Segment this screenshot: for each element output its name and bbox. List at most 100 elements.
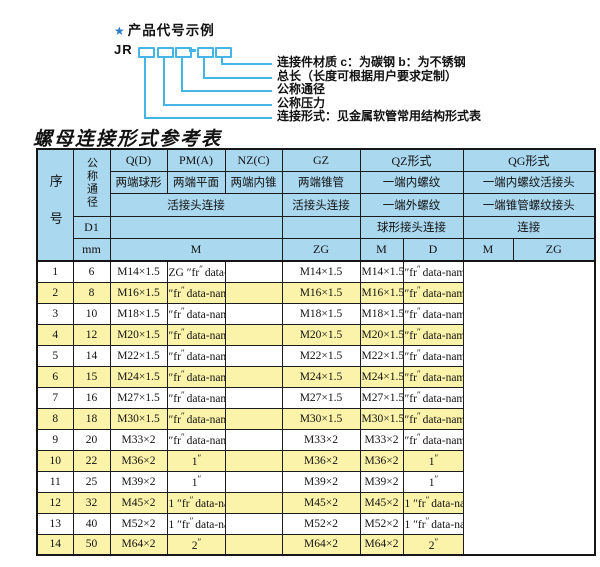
- cell-no: 5: [36, 344, 74, 367]
- cell-dn: 10: [72, 302, 111, 325]
- cell-qg-m: M30×1.5: [359, 407, 404, 430]
- inch-mark: ″: [404, 372, 410, 385]
- cell-qg-m: M36×2: [359, 449, 404, 472]
- cell-gz: ″fr″ data-name=″fraction″ data-interacta…: [166, 302, 226, 325]
- inch-mark: ″: [416, 326, 421, 337]
- inch-mark: ″: [180, 326, 185, 337]
- cell-no: 14: [36, 533, 74, 556]
- cell-gz: ZG ″fr″ data-name=″fraction″ data-intera…: [166, 260, 226, 283]
- inch-mark: ″: [404, 435, 410, 448]
- inch-mark: ″: [404, 330, 410, 343]
- cell-dn: 16: [72, 386, 111, 409]
- inch-mark: ″: [189, 515, 194, 526]
- cell-qg-m: M20×1.5: [359, 323, 404, 346]
- header-m-qz: M: [359, 237, 404, 262]
- cell-qg-zg: ″fr″ data-name=″fraction″ data-interacta…: [402, 302, 464, 325]
- cell-qz-m: [224, 470, 283, 493]
- cell-no: 7: [36, 386, 74, 409]
- cell-m: M24×1.5: [109, 365, 168, 388]
- connector-line: [144, 117, 272, 119]
- cell-qg-zg: 2″: [402, 533, 464, 556]
- connector-line: [181, 90, 272, 92]
- cell-dn: 8: [72, 281, 111, 304]
- cell-qg-m: M18×1.5: [359, 302, 404, 325]
- cell-dn: 18: [72, 407, 111, 430]
- inch-mark: ″: [180, 305, 185, 316]
- cell-qz-d: M24×1.5: [281, 365, 361, 388]
- table-header: 序号 公称通径 Q(D) PM(A) NZ(C) GZ QZ形式 QG形式 两端…: [36, 148, 596, 262]
- nut-connection-table: 序号 公称通径 Q(D) PM(A) NZ(C) GZ QZ形式 QG形式 两端…: [36, 148, 596, 556]
- star-icon: ★: [114, 24, 126, 38]
- header-m-span: M: [109, 237, 283, 262]
- cell-gz: ″fr″ data-name=″fraction″ data-interacta…: [166, 323, 226, 346]
- cell-qg-zg: ″fr″ data-name=″fraction″ data-interacta…: [402, 407, 464, 430]
- inch-mark: ″: [180, 347, 185, 358]
- connector-line: [144, 56, 146, 119]
- inch-mark: ″: [416, 347, 421, 358]
- inch-mark: ″: [416, 389, 421, 400]
- cell-gz: 1 ″fr″ data-name=″fraction″ data-interac…: [166, 512, 226, 535]
- header-qz: QZ形式: [359, 148, 464, 172]
- cell-no: 9: [36, 428, 74, 451]
- cell-no: 10: [36, 449, 74, 472]
- inch-mark: ″: [168, 414, 174, 427]
- table-row: 14 50 M64×2 2″ M64×2 M64×2 2″: [36, 533, 595, 556]
- inch-mark: ″: [186, 267, 192, 280]
- inch-mark: ″: [434, 473, 439, 484]
- header-qz-sub2: 一端外螺纹: [359, 192, 464, 217]
- header-pm-sub: 两端平面: [166, 170, 226, 194]
- cell-qz-m: [224, 365, 283, 388]
- cell-m: M22×1.5: [109, 344, 168, 367]
- header-m-qg: M: [462, 237, 514, 262]
- header-mm: mm: [72, 237, 111, 262]
- cell-qz-d: M14×1.5: [281, 260, 361, 283]
- inch-mark: ″: [416, 305, 421, 316]
- header-qg: QG形式: [462, 148, 596, 172]
- header-blank-left: [109, 215, 283, 239]
- cell-qg-m: M39×2: [359, 470, 404, 493]
- cell-qg-m: M24×1.5: [359, 365, 404, 388]
- connector-line: [203, 77, 272, 79]
- cell-qg-m: M52×2: [359, 512, 404, 535]
- cell-gz: ″fr″ data-name=″fraction″ data-interacta…: [166, 344, 226, 367]
- inch-mark: ″: [416, 410, 421, 421]
- header-qz-sub1: 一端内螺纹: [359, 170, 464, 194]
- cell-m: M14×1.5: [109, 260, 168, 283]
- inch-mark: ″: [180, 284, 185, 295]
- cell-qz-d: M16×1.5: [281, 281, 361, 304]
- cell-qz-m: [224, 512, 283, 535]
- cell-gz: 1 ″fr″ data-name=″fraction″ data-interac…: [166, 491, 226, 514]
- cell-m: M64×2: [109, 533, 168, 556]
- header-qg-sub1: 一端内螺纹活接头: [462, 170, 596, 194]
- cell-m: M18×1.5: [109, 302, 168, 325]
- inch-mark: ″: [168, 351, 174, 364]
- header-qg-sub3: 连接: [462, 215, 596, 239]
- inch-mark: ″: [413, 498, 418, 511]
- cell-m: M52×2: [109, 512, 168, 535]
- header-union-left: 活接头连接: [109, 192, 283, 217]
- cell-dn: 14: [72, 344, 111, 367]
- cell-qz-m: [224, 449, 283, 472]
- cell-qg-zg: ″fr″ data-name=″fraction″ data-interacta…: [402, 281, 464, 304]
- cell-qz-m: [224, 491, 283, 514]
- cell-qz-d: M64×2: [281, 533, 361, 556]
- cell-no: 4: [36, 323, 74, 346]
- cell-qg-m: M27×1.5: [359, 386, 404, 409]
- inch-mark: ″: [197, 473, 202, 484]
- product-code-diagram: ★ 产品代号示例 JR 连接件材质 c：为碳钢 b：为不锈钢 总长（长度可根据用户…: [0, 0, 600, 128]
- cell-qz-m: [224, 302, 283, 325]
- inch-mark: ″: [199, 264, 203, 275]
- cell-qz-m: [224, 323, 283, 346]
- inch-mark: ″: [180, 368, 185, 379]
- cell-m: M16×1.5: [109, 281, 168, 304]
- cell-dn: 15: [72, 365, 111, 388]
- cell-qg-zg: 1″: [402, 470, 464, 493]
- code-box-4: [197, 47, 214, 58]
- inch-mark: ″: [197, 536, 202, 547]
- connector-line: [221, 56, 223, 65]
- cell-qz-d: M45×2: [281, 491, 361, 514]
